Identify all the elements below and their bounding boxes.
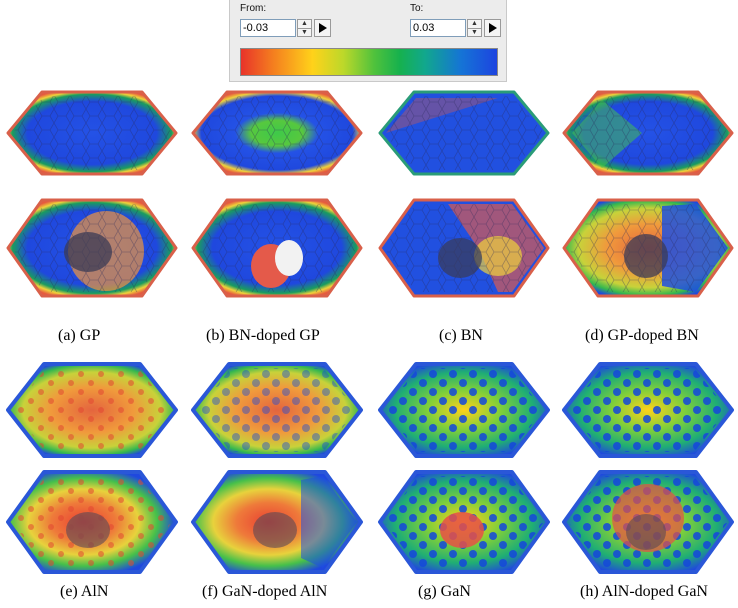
color-scale-bar bbox=[240, 48, 498, 76]
bn-adsorbed-surface bbox=[378, 196, 550, 300]
bn-surface bbox=[378, 88, 550, 178]
gp-adsorbed-surface bbox=[6, 196, 178, 300]
from-spinner[interactable]: ▲ ▼ bbox=[297, 19, 312, 37]
spin-down-icon[interactable]: ▼ bbox=[301, 29, 308, 36]
caption-d: (d) GP-doped BN bbox=[585, 327, 699, 344]
gp-surface bbox=[6, 88, 178, 178]
spin-down-icon[interactable]: ▼ bbox=[471, 29, 478, 36]
caption-h: (h) AlN-doped GaN bbox=[580, 583, 708, 600]
gan-surface bbox=[378, 360, 550, 460]
from-label: From: bbox=[240, 3, 267, 14]
aln-doped-gan-adsorbed-surface bbox=[562, 468, 734, 576]
bn-doped-gp-surface bbox=[191, 88, 363, 178]
play-icon bbox=[319, 23, 327, 33]
from-apply-button[interactable] bbox=[314, 19, 331, 37]
gp-doped-bn-surface bbox=[562, 88, 734, 178]
from-input[interactable]: -0.03 bbox=[240, 19, 296, 37]
caption-a: (a) GP bbox=[58, 327, 101, 344]
caption-e: (e) AlN bbox=[60, 583, 109, 600]
caption-f: (f) GaN-doped AlN bbox=[202, 583, 328, 600]
gan-adsorbed-surface bbox=[378, 468, 550, 576]
caption-g: (g) GaN bbox=[418, 583, 471, 600]
spin-up-icon[interactable]: ▲ bbox=[301, 20, 308, 27]
molecule bbox=[64, 232, 112, 272]
play-icon bbox=[489, 23, 497, 33]
gp-doped-bn-adsorbed-surface bbox=[562, 196, 734, 300]
caption-b: (b) BN-doped GP bbox=[206, 327, 320, 344]
gan-doped-aln-adsorbed-surface bbox=[191, 468, 363, 576]
bn-doped-gp-adsorbed-surface bbox=[191, 196, 363, 300]
gan-doped-aln-surface bbox=[191, 360, 363, 460]
to-label: To: bbox=[410, 3, 424, 14]
aln-surface bbox=[6, 360, 178, 460]
caption-c: (c) BN bbox=[439, 327, 483, 344]
to-apply-button[interactable] bbox=[484, 19, 501, 37]
to-spinner[interactable]: ▲ ▼ bbox=[467, 19, 482, 37]
spin-up-icon[interactable]: ▲ bbox=[471, 20, 478, 27]
to-input[interactable]: 0.03 bbox=[410, 19, 466, 37]
aln-doped-gan-surface bbox=[562, 360, 734, 460]
aln-adsorbed-surface bbox=[6, 468, 178, 576]
color-range-panel: From: -0.03 ▲ ▼ To: 0.03 ▲ ▼ bbox=[229, 0, 507, 82]
